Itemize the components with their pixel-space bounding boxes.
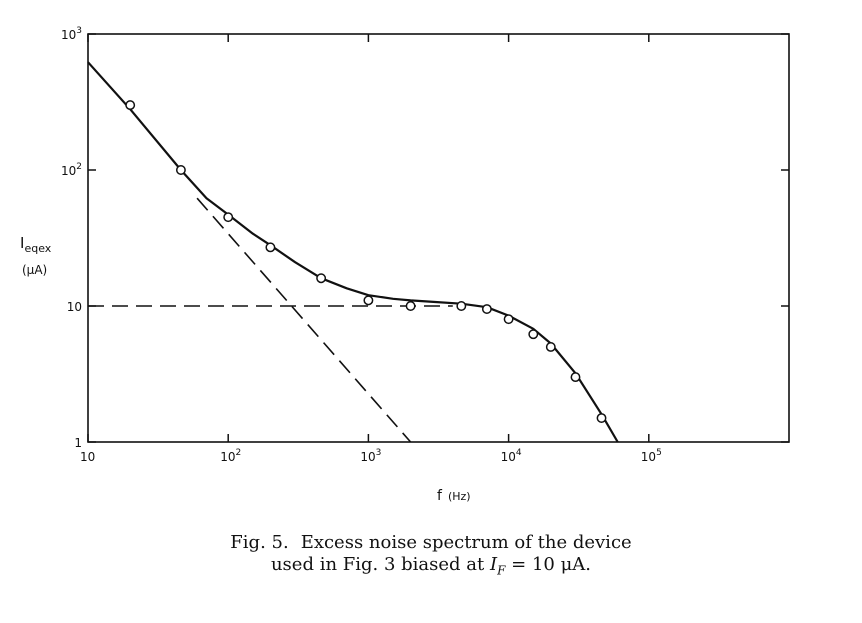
caption-variable: I (489, 554, 498, 575)
figure-number: Fig. 5. (230, 532, 289, 553)
figure-caption: Fig. 5. Excess noise spectrum of the devi… (0, 532, 862, 582)
curves (87, 61, 619, 443)
plot-frame (87, 33, 790, 443)
y-tick-label: 10 (67, 300, 82, 314)
caption-text-3: = 10 μA. (505, 554, 592, 575)
y-axis-label: Ieqex (20, 234, 52, 255)
data-point (456, 301, 467, 311)
x-axis-label: f (Hz) (437, 488, 471, 504)
data-point (223, 212, 234, 223)
data-points (125, 100, 607, 424)
y-tick-label: 103 (61, 26, 82, 42)
x-tick-labels: 10 102 103 104 105 (80, 448, 662, 464)
y-tick-label: 1 (74, 436, 82, 450)
data-point (175, 165, 186, 175)
data-point (570, 372, 581, 383)
y-tick-label: 102 (61, 162, 82, 178)
data-point (545, 341, 556, 352)
caption-text-1: Excess noise spectrum of the device (300, 532, 632, 553)
fitted-curve (87, 61, 619, 443)
y-axis-unit: (μA) (22, 263, 47, 277)
data-point (596, 413, 607, 424)
x-tick-label: 105 (641, 448, 662, 464)
data-point (528, 329, 539, 340)
caption-text-2: used in Fig. 3 biased at (270, 554, 490, 575)
data-point (503, 314, 514, 325)
data-point (125, 100, 136, 111)
x-tick-label: 102 (220, 448, 241, 464)
data-point (405, 301, 416, 311)
data-point (316, 273, 327, 284)
x-tick-label: 10 (80, 450, 95, 464)
data-point (363, 295, 374, 306)
caption-subscript: F (497, 563, 506, 578)
data-point (481, 304, 492, 314)
caption-line-1: Fig. 5. Excess noise spectrum of the devi… (0, 532, 862, 554)
x-tick-label: 104 (501, 448, 522, 464)
x-tick-label: 103 (360, 448, 381, 464)
dashed-asymptote-line (196, 197, 412, 443)
caption-line-2: used in Fig. 3 biased at IF = 10 μA. (0, 554, 862, 582)
axis-ticks (87, 33, 789, 443)
y-tick-labels: 1 10 102 103 (61, 26, 82, 450)
data-point (265, 242, 276, 253)
